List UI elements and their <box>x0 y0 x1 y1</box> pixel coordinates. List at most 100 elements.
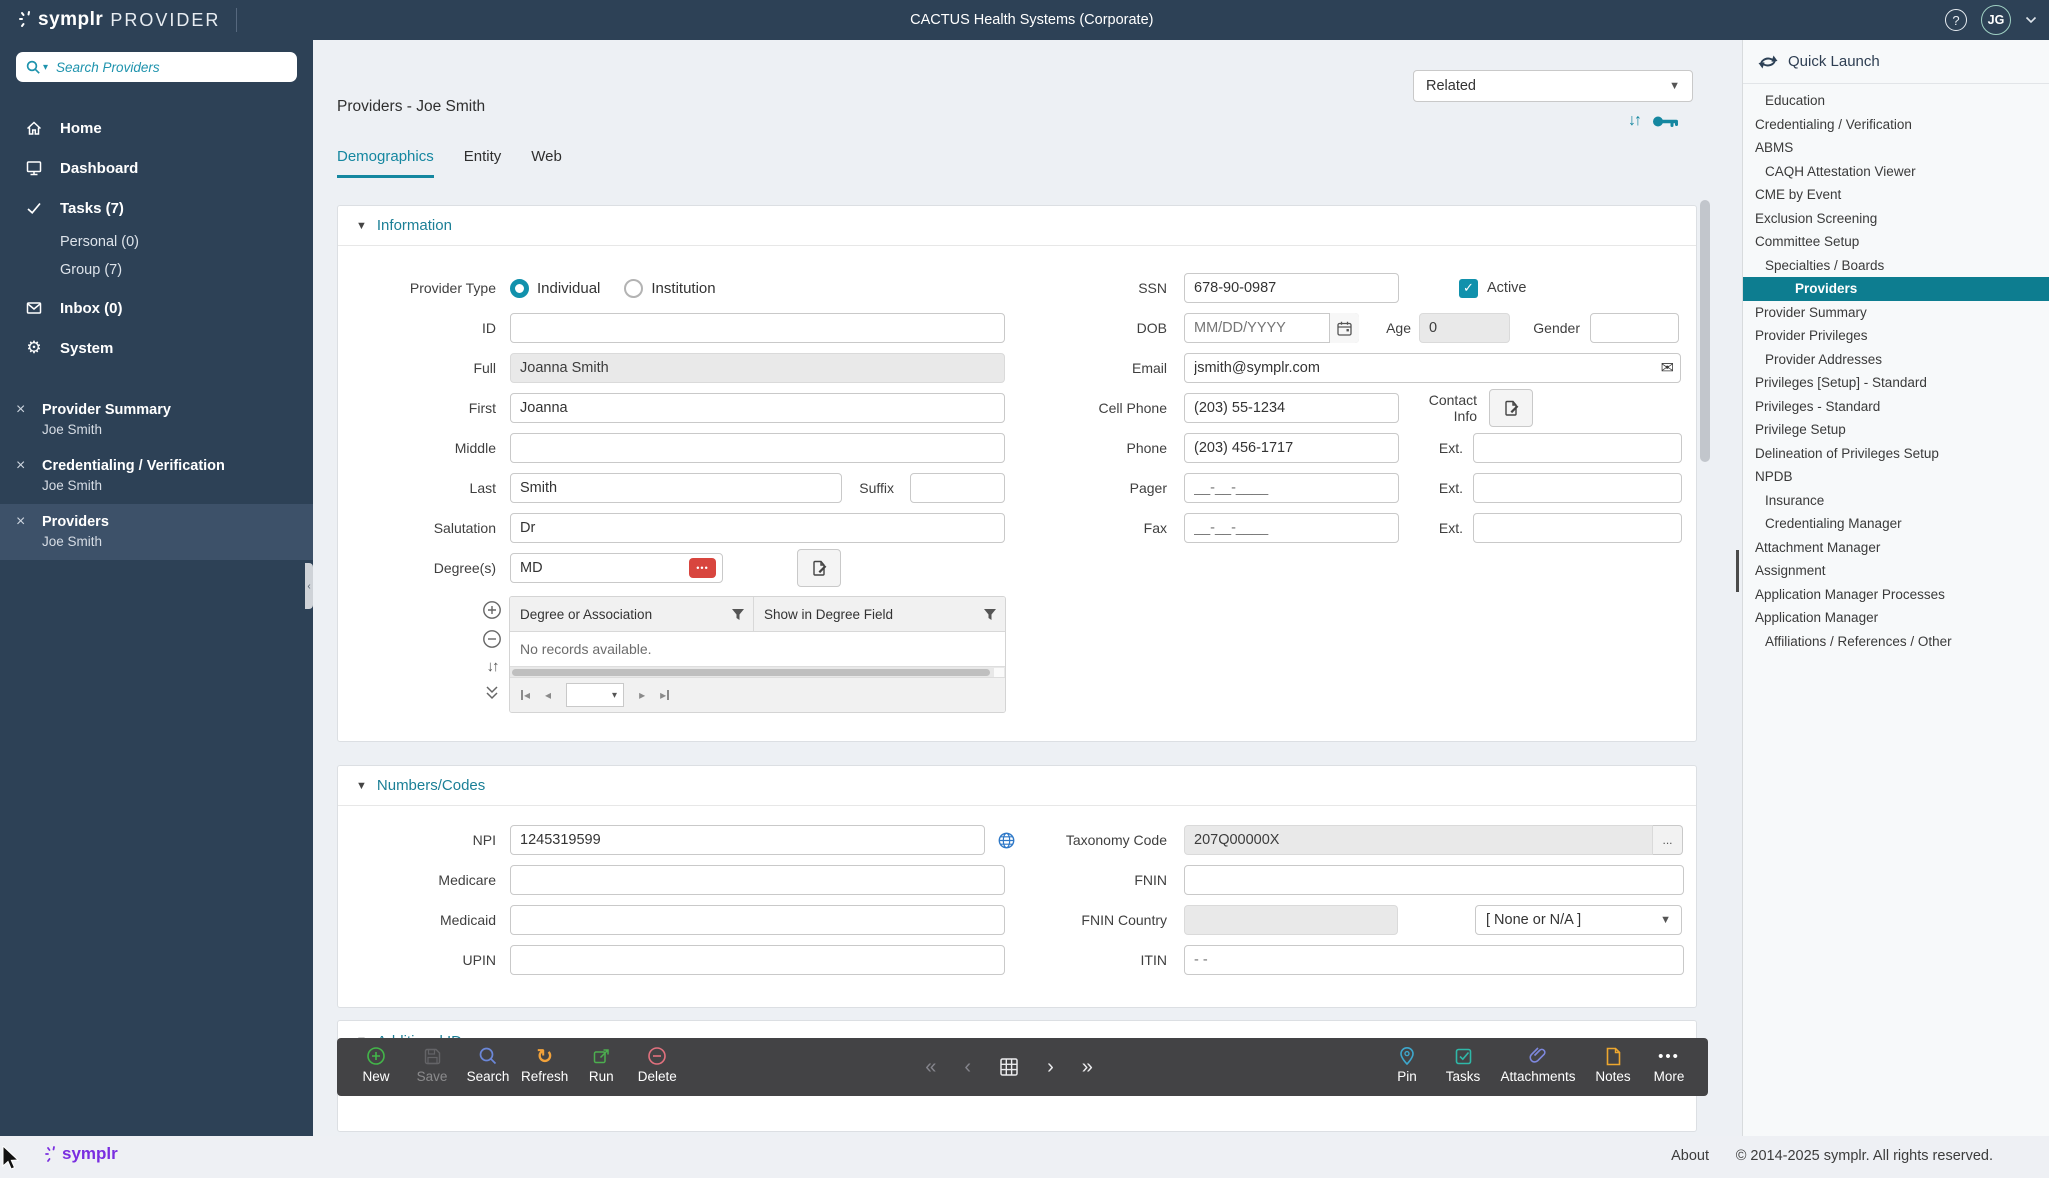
nav-first-icon[interactable]: « <box>925 1056 937 1078</box>
ql-item-provider-privileges[interactable]: Provider Privileges <box>1755 328 1868 343</box>
middle-name-field[interactable] <box>510 433 1005 463</box>
ql-item-privileges-setup-standard[interactable]: Privileges [Setup] - Standard <box>1755 375 1927 390</box>
ql-item-application-manager-processes[interactable]: Application Manager Processes <box>1755 586 1945 602</box>
fnin-field[interactable] <box>1184 865 1684 895</box>
npi-field[interactable] <box>510 825 985 855</box>
last-name-field[interactable] <box>510 473 842 503</box>
pager-ext-field[interactable] <box>1473 473 1682 503</box>
ql-item-exclusion-screening[interactable]: Exclusion Screening <box>1755 210 1878 226</box>
ql-item-specialties-boards[interactable]: Specialties / Boards <box>1765 257 1885 273</box>
column-header[interactable]: Degree or Association <box>520 606 653 622</box>
gender-field[interactable] <box>1590 313 1679 343</box>
ql-item-privileges-standard[interactable]: Privileges - Standard <box>1755 398 1881 414</box>
pager-page-select[interactable]: ▾ <box>566 683 625 707</box>
ql-item-cme-by-event[interactable]: CME by Event <box>1755 187 1842 202</box>
sidebar-item-personal[interactable]: Personal (0) <box>0 228 313 256</box>
pin-button[interactable]: Pin <box>1384 1045 1430 1084</box>
search-scope-caret-icon[interactable]: ▾ <box>43 61 49 73</box>
tab-entity[interactable]: Entity <box>463 148 502 165</box>
itin-field[interactable] <box>1184 945 1684 975</box>
phone-field[interactable] <box>1184 433 1399 463</box>
tasks-button[interactable]: Tasks <box>1440 1045 1486 1084</box>
fnin-country-select[interactable]: [ None or N/A ] ▼ <box>1475 905 1682 935</box>
collapse-triangle-icon[interactable]: ▼ <box>356 219 367 232</box>
filter-icon[interactable] <box>983 608 997 621</box>
calendar-icon[interactable] <box>1329 313 1359 343</box>
open-page-credentialing[interactable]: × Credentialing / Verification Joe Smith <box>0 448 313 504</box>
sidebar-item-tasks[interactable]: Tasks (7) <box>0 188 313 228</box>
grid-sort-icon[interactable]: ↓↑ <box>486 658 500 675</box>
filter-icon[interactable] <box>731 608 745 621</box>
ql-item-abms[interactable]: ABMS <box>1755 140 1794 155</box>
column-header[interactable]: Show in Degree Field <box>764 606 894 622</box>
refresh-button[interactable]: ↻ Refresh <box>521 1045 568 1085</box>
provider-search[interactable]: ▾ <box>16 52 297 82</box>
search-button[interactable]: Search <box>465 1045 511 1084</box>
upin-field[interactable] <box>510 945 1005 975</box>
remove-row-icon[interactable] <box>482 629 502 649</box>
ql-item-education[interactable]: Education <box>1765 93 1826 108</box>
ql-item-attachment-manager[interactable]: Attachment Manager <box>1755 539 1881 555</box>
nav-next-icon[interactable]: › <box>1047 1056 1054 1078</box>
ql-item-delineation-of-privileges-setup[interactable]: Delineation of Privileges Setup <box>1755 445 1939 461</box>
globe-icon[interactable] <box>997 831 1016 850</box>
nav-last-icon[interactable]: » <box>1081 1056 1093 1078</box>
key-icon[interactable] <box>1652 114 1680 129</box>
ql-item-npdb[interactable]: NPDB <box>1755 469 1793 484</box>
pager-field[interactable] <box>1184 473 1399 503</box>
close-icon[interactable]: × <box>16 401 26 418</box>
close-icon[interactable]: × <box>16 513 26 530</box>
fax-ext-field[interactable] <box>1473 513 1682 543</box>
cell-phone-field[interactable] <box>1184 393 1399 423</box>
about-link[interactable]: About <box>1671 1148 1709 1164</box>
degrees-lookup-badge-icon[interactable]: ••• <box>689 558 716 578</box>
related-dropdown[interactable]: Related ▼ <box>1413 70 1693 102</box>
ql-item-provider-summary[interactable]: Provider Summary <box>1755 304 1867 320</box>
run-button[interactable]: Run <box>578 1045 624 1084</box>
ql-item-credentialing-manager[interactable]: Credentialing Manager <box>1765 516 1902 531</box>
ql-item-credentialing-verification[interactable]: Credentialing / Verification <box>1755 116 1912 132</box>
tab-web[interactable]: Web <box>531 148 562 165</box>
hscroll-thumb[interactable] <box>512 669 990 676</box>
medicaid-field[interactable] <box>510 905 1005 935</box>
right-sidebar-splitter[interactable] <box>1736 550 1739 592</box>
more-button[interactable]: ••• More <box>1646 1045 1692 1085</box>
sidebar-item-system[interactable]: ⚙ System <box>0 328 313 368</box>
pager-first-icon[interactable]: ◂ <box>520 688 530 702</box>
main-scrollbar[interactable] <box>1700 190 1711 1080</box>
pager-next-icon[interactable]: ▸ <box>639 688 646 702</box>
attachments-button[interactable]: Attachments <box>1496 1045 1580 1084</box>
first-name-field[interactable] <box>510 393 1005 423</box>
collapse-triangle-icon[interactable]: ▼ <box>356 779 367 792</box>
ql-item-affiliations-references-other[interactable]: Affiliations / References / Other <box>1765 633 1952 649</box>
taxonomy-lookup-button[interactable]: ... <box>1653 825 1683 855</box>
active-checkbox[interactable]: ✓ <box>1459 278 1478 298</box>
ql-item-caqh-attestation-viewer[interactable]: CAQH Attestation Viewer <box>1765 163 1916 179</box>
delete-button[interactable]: Delete <box>634 1045 680 1084</box>
pager-prev-icon[interactable]: ◂ <box>545 688 552 702</box>
sidebar-item-dashboard[interactable]: Dashboard <box>0 148 313 188</box>
pager-last-icon[interactable]: ▸ <box>660 688 670 702</box>
close-icon[interactable]: × <box>16 457 26 474</box>
ql-item-committee-setup[interactable]: Committee Setup <box>1755 234 1860 249</box>
email-field[interactable] <box>1184 353 1681 383</box>
radio-label[interactable]: Institution <box>651 279 716 297</box>
sidebar-item-inbox[interactable]: Inbox (0) <box>0 288 313 328</box>
expand-all-icon[interactable] <box>483 684 501 701</box>
avatar[interactable]: JG <box>1981 5 2011 35</box>
search-input[interactable] <box>54 58 287 76</box>
open-page-provider-summary[interactable]: × Provider Summary Joe Smith <box>0 392 313 448</box>
new-button[interactable]: New <box>353 1045 399 1084</box>
salutation-field[interactable] <box>510 513 1005 543</box>
ql-item-privilege-setup[interactable]: Privilege Setup <box>1755 422 1846 437</box>
phone-ext-field[interactable] <box>1473 433 1682 463</box>
tab-demographics[interactable]: Demographics <box>337 148 434 178</box>
id-field[interactable] <box>510 313 1005 343</box>
degrees-field[interactable] <box>510 553 723 583</box>
radio-individual[interactable] <box>510 278 529 298</box>
ssn-field[interactable] <box>1184 273 1399 303</box>
grid-hscrollbar[interactable] <box>510 666 1005 677</box>
open-page-providers[interactable]: × Providers Joe Smith <box>0 504 313 560</box>
ql-item-insurance[interactable]: Insurance <box>1765 492 1825 508</box>
sort-icon[interactable]: ↓↑ <box>1628 112 1642 129</box>
